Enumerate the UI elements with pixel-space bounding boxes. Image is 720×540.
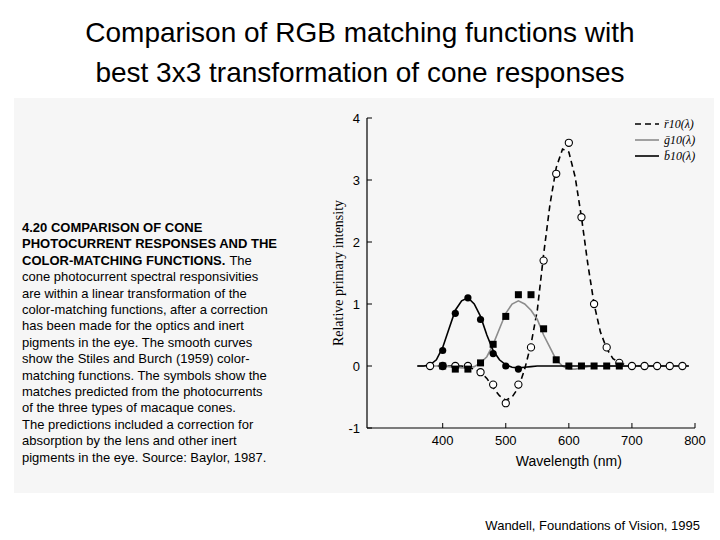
x-tick — [631, 423, 632, 428]
predicted-point — [464, 366, 471, 373]
predicted-point — [426, 362, 433, 369]
predicted-point — [527, 344, 534, 351]
x-tick — [695, 423, 696, 428]
x-tick-label: 500 — [495, 433, 517, 448]
predicted-point — [515, 366, 522, 373]
caption-text: absorption by the lens and other inert — [22, 433, 237, 448]
predicted-point — [591, 363, 598, 370]
predicted-point — [490, 350, 497, 357]
predicted-point — [578, 363, 585, 370]
legend-swatch — [635, 155, 659, 157]
predicted-point — [666, 362, 673, 369]
y-axis-label: Relative primary intensity — [331, 200, 346, 346]
legend-label: b̄10(λ) — [664, 149, 695, 163]
caption-text: pigments in the eye. Source: Baylor, 198… — [22, 450, 266, 465]
predicted-point — [540, 325, 547, 332]
predicted-point — [439, 363, 446, 370]
y-tick — [367, 180, 372, 181]
y-tick-label: -1 — [348, 421, 360, 436]
predicted-point — [590, 300, 597, 307]
predicted-point — [452, 366, 459, 373]
series-line — [417, 149, 688, 400]
predicted-point — [603, 344, 610, 351]
predicted-point — [616, 363, 623, 370]
x-tick-label: 400 — [432, 433, 454, 448]
predicted-point — [628, 362, 635, 369]
scan-background — [14, 98, 714, 493]
x-tick-label: 800 — [684, 433, 706, 448]
caption-text: matching functions. The symbols show the — [22, 368, 267, 383]
legend: r̄10(λ) ḡ10(λ) b̄10(λ) — [635, 117, 695, 163]
predicted-point — [654, 362, 661, 369]
legend-label: ḡ10(λ) — [664, 133, 695, 147]
x-axis-label: Wavelength (nm) — [516, 453, 622, 469]
caption-text: are within a linear transformation of th… — [22, 286, 247, 301]
x-tick — [505, 423, 506, 428]
x-tick-label: 600 — [558, 433, 580, 448]
predicted-point — [565, 139, 572, 146]
predicted-point — [515, 291, 522, 298]
predicted-point — [477, 316, 484, 323]
y-tick — [367, 242, 372, 243]
predicted-point — [477, 359, 484, 366]
predicted-point — [515, 381, 522, 388]
caption-text: cone photocurrent spectral responsivitie… — [22, 269, 259, 284]
legend-swatch — [635, 139, 659, 141]
caption-heading: 4.20 COMPARISON OF CONE — [22, 220, 203, 235]
slide-title: best 3x3 transformation of cone response… — [95, 57, 624, 88]
y-tick-label: 1 — [353, 297, 360, 312]
y-tick — [367, 366, 372, 367]
slide: Comparison of RGB matching functions wit… — [0, 0, 720, 540]
x-tick — [568, 423, 569, 428]
predicted-point — [641, 362, 648, 369]
caption-text: of the three types of macaque cones. — [22, 400, 236, 415]
caption-text: color-matching functions, after a correc… — [22, 302, 268, 317]
caption-heading: PHOTOCURRENT RESPONSES AND THE — [22, 236, 277, 251]
legend-label: r̄10(λ) — [664, 117, 694, 131]
caption-text: matches predicted from the photocurrents — [22, 384, 263, 399]
predicted-point — [553, 356, 560, 363]
predicted-point — [540, 257, 547, 264]
slide-title: Comparison of RGB matching functions wit… — [85, 17, 634, 48]
predicted-point — [502, 362, 509, 369]
y-tick — [367, 304, 372, 305]
series-line — [417, 301, 688, 369]
caption-text: show the Stiles and Burch (1959) color- — [22, 351, 250, 366]
predicted-point — [502, 400, 509, 407]
y-tick-label: 0 — [353, 359, 360, 374]
source: Wandell, Foundations of Vision, 1995 — [485, 518, 700, 533]
y-tick-label: 3 — [353, 173, 360, 188]
caption-text: The predictions included a correction fo… — [22, 417, 254, 432]
x-tick — [442, 423, 443, 428]
x-axis — [367, 427, 695, 428]
predicted-point — [679, 362, 686, 369]
caption-text: has been made for the optics and inert — [22, 318, 244, 333]
predicted-point — [490, 381, 497, 388]
predicted-point — [528, 291, 535, 298]
predicted-point — [477, 369, 484, 376]
predicted-point — [439, 347, 446, 354]
predicted-point — [553, 170, 560, 177]
series-line — [417, 298, 688, 368]
plot-area — [417, 139, 688, 407]
predicted-point — [603, 363, 610, 370]
y-tick-label: 2 — [353, 235, 360, 250]
y-tick — [367, 118, 372, 119]
predicted-point — [452, 310, 459, 317]
caption-heading: COLOR-MATCHING FUNCTIONS.The — [22, 253, 252, 268]
caption-text: pigments in the eye. The smooth curves — [22, 335, 253, 350]
predicted-point — [578, 214, 585, 221]
x-tick-label: 700 — [621, 433, 643, 448]
predicted-point — [490, 341, 497, 348]
y-axis — [366, 118, 367, 428]
caption-text: The — [229, 253, 251, 268]
predicted-point — [565, 363, 572, 370]
predicted-point — [439, 362, 446, 369]
y-tick-label: 4 — [353, 111, 360, 126]
y-tick — [367, 428, 372, 429]
predicted-point — [502, 313, 509, 320]
predicted-point — [464, 294, 471, 301]
legend-swatch — [635, 123, 659, 125]
